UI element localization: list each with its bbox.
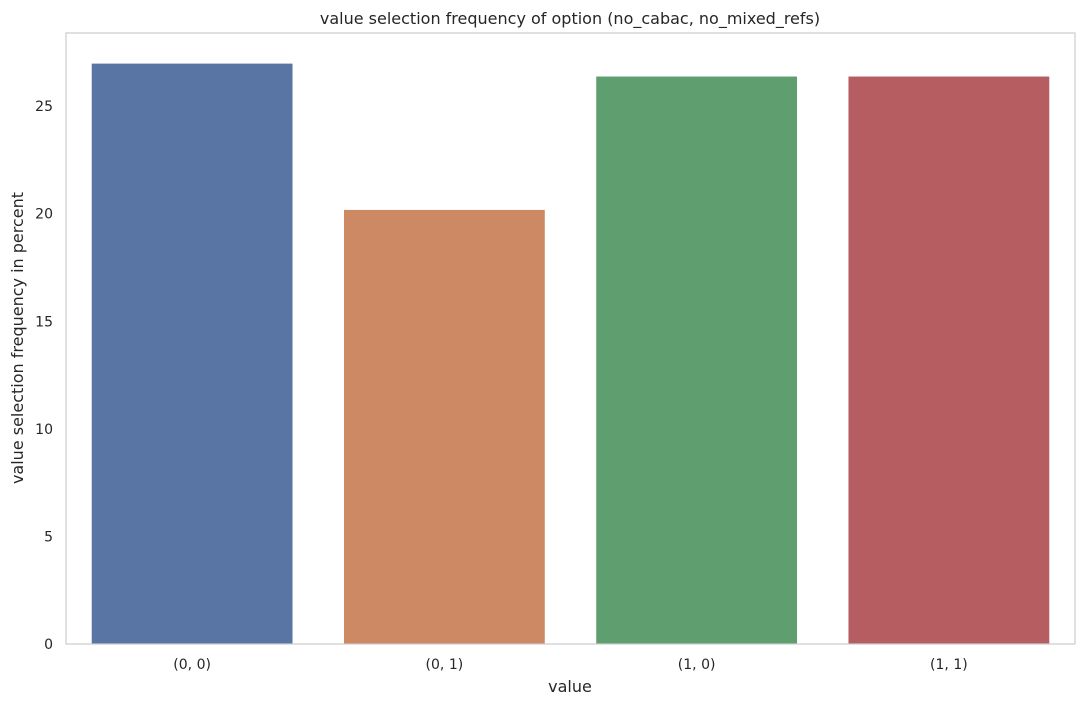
bar-0 — [90, 62, 294, 645]
x-tick-label: (1, 0) — [678, 657, 716, 673]
y-tick-label: 10 — [35, 422, 53, 438]
y-tick-label: 0 — [44, 637, 53, 653]
bar-1 — [342, 208, 546, 645]
chart-title: value selection frequency of option (no_… — [320, 9, 820, 29]
bar-2 — [595, 75, 799, 645]
y-tick-label: 5 — [44, 529, 53, 545]
bar-3 — [847, 75, 1051, 645]
y-axis-label: value selection frequency in percent — [8, 192, 27, 484]
bars — [90, 62, 1051, 645]
x-axis-label: value — [548, 677, 592, 696]
y-axis-ticks: 0 5 10 15 20 25 — [35, 99, 53, 653]
x-axis-ticks: (0, 0) (0, 1) (1, 0) (1, 1) — [173, 657, 967, 673]
y-tick-label: 25 — [35, 99, 53, 115]
y-tick-label: 15 — [35, 314, 53, 330]
y-tick-label: 20 — [35, 207, 53, 223]
x-tick-label: (0, 1) — [426, 657, 464, 673]
x-tick-label: (0, 0) — [173, 657, 211, 673]
plot-frame — [65, 32, 1076, 645]
x-tick-label: (1, 1) — [930, 657, 968, 673]
